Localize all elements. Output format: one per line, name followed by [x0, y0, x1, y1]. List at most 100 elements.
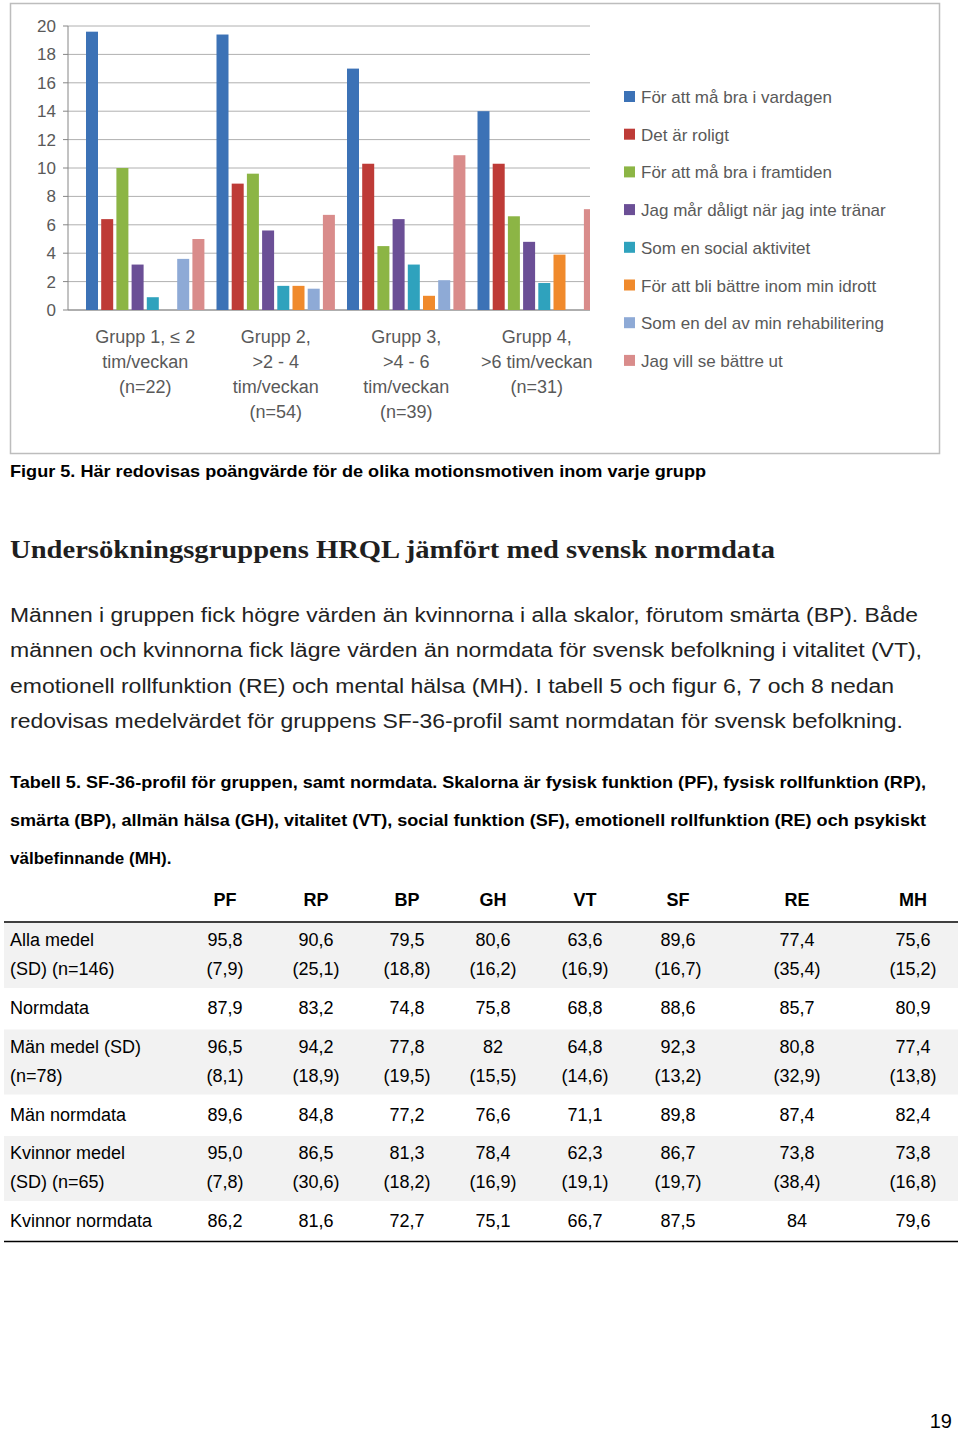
paragraph-line: redovisas medelvärdet för gruppens SF-36…	[10, 710, 903, 732]
bar	[377, 246, 389, 310]
bar	[362, 164, 374, 310]
page: 02468101214161820Grupp 1, ≤ 2tim/veckan(…	[0, 0, 960, 1432]
cell-sd: (7,8)	[206, 1172, 243, 1192]
row-label: Män medel (SD)	[10, 1037, 141, 1057]
cell-value: 84	[787, 1211, 807, 1231]
cell-value: 95,0	[207, 1143, 242, 1163]
tick-mark	[63, 111, 68, 112]
cell-value: 73,8	[895, 1143, 930, 1163]
category-label-line: >6 tim/veckan	[481, 352, 593, 372]
tick-label: 2	[47, 273, 56, 292]
figure-caption: Figur 5. Här redovisas poängvärde för de…	[10, 462, 706, 481]
cell-value: 75,8	[475, 998, 510, 1018]
table-body: Alla medel(SD) (n=146)95,890,679,580,663…	[4, 923, 958, 1231]
bar	[347, 69, 359, 310]
paragraph-line: Männen i gruppen fick högre värden än kv…	[10, 604, 918, 626]
cell-value: 76,6	[475, 1105, 510, 1125]
cell-sd: (15,5)	[469, 1066, 516, 1086]
bar	[132, 265, 144, 310]
row-label: Kvinnor medel	[10, 1143, 125, 1163]
bars	[86, 32, 590, 310]
cell-sd: (32,9)	[773, 1066, 820, 1086]
cell-value: 89,6	[207, 1105, 242, 1125]
tick-label: 14	[37, 102, 56, 121]
category-label: Grupp 1, ≤ 2tim/veckan(n=22)	[95, 327, 195, 397]
category-label-line: Grupp 2,	[241, 327, 311, 347]
cell-value: 82,4	[895, 1105, 930, 1125]
legend-swatch	[624, 91, 635, 102]
cell-sd: (19,7)	[654, 1172, 701, 1192]
bar	[162, 310, 174, 311]
bar	[423, 296, 435, 310]
tick-mark	[63, 54, 68, 55]
cell-value: 86,5	[298, 1143, 333, 1163]
cell-value: 96,5	[207, 1037, 242, 1057]
cell-value: 88,6	[660, 998, 695, 1018]
tick-label: 0	[47, 301, 56, 320]
cell-sd: (8,1)	[206, 1066, 243, 1086]
legend-swatch	[624, 317, 635, 328]
category-label-line: Grupp 1, ≤ 2	[95, 327, 195, 347]
legend-swatch	[624, 355, 635, 366]
cell-sd: (16,7)	[654, 959, 701, 979]
category-label-line: >4 - 6	[383, 352, 430, 372]
cell-value: 90,6	[298, 930, 333, 950]
y-axis: 02468101214161820	[37, 17, 590, 320]
row-label: (SD) (n=146)	[10, 959, 115, 979]
cell-sd: (38,4)	[773, 1172, 820, 1192]
category-label-line: (n=31)	[510, 377, 563, 397]
cell-value: 62,3	[567, 1143, 602, 1163]
tick-label: 16	[37, 74, 56, 93]
tick-label: 8	[47, 187, 56, 206]
cell-value: 89,6	[660, 930, 695, 950]
tick-label: 4	[47, 244, 56, 263]
cell-value: 94,2	[298, 1037, 333, 1057]
tick-label: 6	[47, 216, 56, 235]
tick-mark	[63, 168, 68, 169]
cell-value: 81,6	[298, 1211, 333, 1231]
cell-value: 92,3	[660, 1037, 695, 1057]
cell-value: 82	[483, 1037, 503, 1057]
bar	[584, 209, 590, 310]
axis-line	[68, 26, 69, 310]
cell-value: 72,7	[389, 1211, 424, 1231]
legend: För att må bra i vardagenDet är roligtFö…	[624, 88, 886, 371]
cell-value: 75,1	[475, 1211, 510, 1231]
category-label: Grupp 4,>6 tim/veckan(n=31)	[481, 327, 593, 397]
bar	[493, 164, 505, 310]
cell-value: 86,7	[660, 1143, 695, 1163]
legend-label: Som en del av min rehabilitering	[641, 314, 884, 333]
cell-sd: (16,9)	[561, 959, 608, 979]
legend-swatch	[624, 204, 635, 215]
tick-mark	[63, 253, 68, 254]
category-label-line: tim/veckan	[363, 377, 449, 397]
cell-value: 77,2	[389, 1105, 424, 1125]
cell-value: 95,8	[207, 930, 242, 950]
cell-sd: (13,8)	[889, 1066, 936, 1086]
heading: Undersökningsgruppens HRQL jämfört med s…	[10, 536, 776, 563]
cell-sd: (16,2)	[469, 959, 516, 979]
legend-label: För att må bra i vardagen	[641, 88, 832, 107]
page-number: 19	[930, 1410, 952, 1432]
bar	[438, 280, 450, 310]
cell-value: 84,8	[298, 1105, 333, 1125]
cell-sd: (35,4)	[773, 959, 820, 979]
legend-label: Som en social aktivitet	[641, 239, 810, 258]
category-label: Grupp 2,>2 - 4tim/veckan(n=54)	[233, 327, 319, 422]
cell-value: 71,1	[567, 1105, 602, 1125]
table-header: MH	[899, 890, 927, 910]
grid-line	[68, 111, 590, 112]
row-label: Män normdata	[10, 1105, 127, 1125]
cell-value: 74,8	[389, 998, 424, 1018]
legend-label: För att bli bättre inom min idrott	[641, 277, 877, 296]
tick-mark	[63, 139, 68, 140]
table-header: RE	[784, 890, 809, 910]
bar	[453, 155, 465, 310]
row-label: Alla medel	[10, 930, 94, 950]
cell-value: 87,4	[779, 1105, 814, 1125]
category-label-line: (n=22)	[119, 377, 172, 397]
cell-sd: (16,9)	[469, 1172, 516, 1192]
row-shade	[4, 1136, 958, 1201]
bar	[293, 286, 305, 310]
bar	[247, 174, 259, 310]
